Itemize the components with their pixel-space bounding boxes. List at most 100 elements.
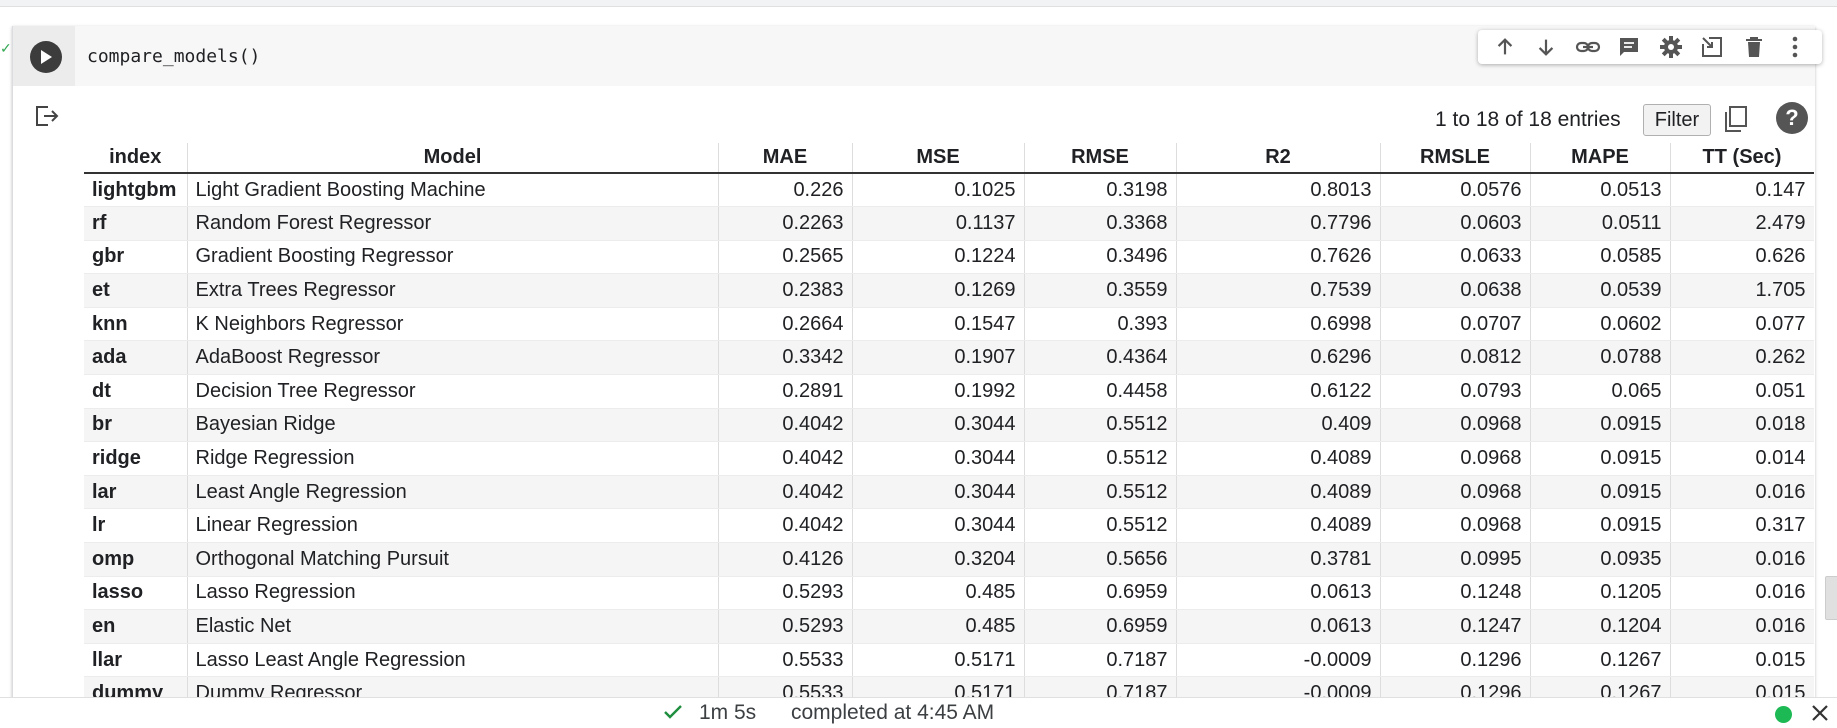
help-button[interactable]: ? bbox=[1776, 102, 1808, 134]
metric-cell: 0.1992 bbox=[852, 374, 1025, 409]
metric-cell: 0.0995 bbox=[1380, 542, 1531, 577]
metric-cell: 0.018 bbox=[1670, 408, 1814, 443]
row-index-cell: et bbox=[84, 273, 188, 308]
metric-cell: 0.0935 bbox=[1530, 542, 1671, 577]
table-row: rf Random Forest Regressor 0.2263 0.1137 0.3… bbox=[84, 206, 1814, 241]
metric-cell: 0.1224 bbox=[852, 240, 1025, 275]
gear-icon bbox=[1659, 36, 1682, 58]
copy-table-button[interactable] bbox=[1722, 105, 1748, 138]
metric-cell: 0.3044 bbox=[852, 475, 1025, 510]
table-body: lightgbm Light Gradient Boosting Machine 0… bbox=[84, 173, 1814, 697]
close-icon[interactable] bbox=[1810, 703, 1830, 723]
column-header[interactable]: index bbox=[84, 143, 188, 174]
metric-cell: 0.015 bbox=[1670, 643, 1814, 678]
metric-cell: 0.0585 bbox=[1530, 240, 1671, 275]
top-strip bbox=[0, 0, 1837, 7]
metric-cell: 2.479 bbox=[1670, 206, 1814, 241]
metric-cell: 0.4042 bbox=[718, 441, 853, 476]
metric-cell: 0.409 bbox=[1176, 408, 1381, 443]
table-row: lightgbm Light Gradient Boosting Machine 0… bbox=[84, 173, 1814, 208]
column-header[interactable]: Model bbox=[187, 143, 719, 174]
execution-duration: 1m 5s bbox=[699, 701, 757, 724]
mirror-cell-icon bbox=[1702, 37, 1723, 57]
model-name-cell: Elastic Net bbox=[187, 609, 719, 644]
metric-cell: 0.0915 bbox=[1530, 475, 1671, 510]
more-options-button[interactable] bbox=[1781, 33, 1809, 61]
scrollbar-thumb[interactable] bbox=[1825, 576, 1837, 620]
table-row: dummy Dummy Regressor 0.5533 0.5171 0.7187 -0… bbox=[84, 676, 1814, 697]
metric-cell: 0.5512 bbox=[1024, 508, 1177, 544]
entries-count: 1 to 18 of 18 entries bbox=[1435, 108, 1621, 131]
table-row: en Elastic Net 0.5293 0.485 0.6959 0.0613 0.12… bbox=[84, 609, 1814, 644]
metric-cell: 0.0915 bbox=[1530, 408, 1671, 443]
column-header[interactable]: RMSLE bbox=[1380, 143, 1531, 174]
metric-cell: 0.0793 bbox=[1380, 374, 1531, 409]
arrow-down-icon bbox=[1539, 39, 1554, 56]
row-index-cell: ada bbox=[84, 340, 188, 376]
move-down-button[interactable] bbox=[1532, 33, 1560, 61]
row-index-cell: lightgbm bbox=[84, 173, 188, 208]
metric-cell: 0.014 bbox=[1670, 441, 1814, 476]
filter-button[interactable]: Filter bbox=[1643, 104, 1711, 136]
metric-cell: 0.1267 bbox=[1530, 643, 1671, 678]
metric-cell: -0.0009 bbox=[1176, 676, 1381, 697]
row-index-cell: rf bbox=[84, 206, 188, 241]
metric-cell: 0.147 bbox=[1670, 173, 1814, 208]
link-icon bbox=[1575, 41, 1600, 53]
row-index-cell: en bbox=[84, 609, 188, 644]
metric-cell: 0.3044 bbox=[852, 508, 1025, 544]
metric-cell: 0.077 bbox=[1670, 307, 1814, 342]
metric-cell: 0.3559 bbox=[1024, 273, 1177, 308]
row-index-cell: dt bbox=[84, 374, 188, 409]
delete-cell-button[interactable] bbox=[1740, 33, 1768, 61]
move-up-button[interactable] bbox=[1491, 33, 1519, 61]
run-gutter bbox=[13, 26, 75, 86]
run-cell-button[interactable] bbox=[30, 41, 62, 73]
metric-cell: 0.6959 bbox=[1024, 609, 1177, 644]
column-header[interactable]: RMSE bbox=[1024, 143, 1177, 174]
output-actions-icon[interactable] bbox=[34, 104, 60, 133]
metric-cell: 0.4089 bbox=[1176, 475, 1381, 510]
comment-button[interactable] bbox=[1615, 33, 1643, 61]
metric-cell: 0.4089 bbox=[1176, 441, 1381, 476]
row-index-cell: br bbox=[84, 408, 188, 443]
column-header[interactable]: MSE bbox=[852, 143, 1025, 174]
link-button[interactable] bbox=[1574, 33, 1602, 61]
metric-cell: 0.3781 bbox=[1176, 542, 1381, 577]
code-editor[interactable]: compare_models() bbox=[87, 46, 261, 67]
metric-cell: 0.1205 bbox=[1530, 576, 1671, 611]
metric-cell: 0.1247 bbox=[1380, 609, 1531, 644]
metric-cell: 0.065 bbox=[1530, 374, 1671, 409]
metric-cell: 0.1137 bbox=[852, 206, 1025, 241]
metric-cell: 0.3204 bbox=[852, 542, 1025, 577]
metric-cell: 0.6959 bbox=[1024, 576, 1177, 611]
metric-cell: 0.1025 bbox=[852, 173, 1025, 208]
column-header[interactable]: R2 bbox=[1176, 143, 1381, 174]
status-dot-icon bbox=[1775, 706, 1792, 723]
column-header[interactable]: TT (Sec) bbox=[1670, 143, 1814, 174]
copy-icon bbox=[1725, 106, 1747, 132]
metric-cell: 0.2664 bbox=[718, 307, 853, 342]
metric-cell: 0.485 bbox=[852, 609, 1025, 644]
metric-cell: 0.5512 bbox=[1024, 441, 1177, 476]
column-header[interactable]: MAPE bbox=[1530, 143, 1671, 174]
metric-cell: 0.5512 bbox=[1024, 408, 1177, 443]
metric-cell: -0.0009 bbox=[1176, 643, 1381, 678]
metric-cell: 0.3044 bbox=[852, 408, 1025, 443]
metric-cell: 0.6122 bbox=[1176, 374, 1381, 409]
settings-button[interactable] bbox=[1657, 33, 1685, 61]
metric-cell: 0.2263 bbox=[718, 206, 853, 241]
metric-cell: 0.0511 bbox=[1530, 206, 1671, 241]
table-row: lr Linear Regression 0.4042 0.3044 0.5512 0.4… bbox=[84, 508, 1814, 544]
table-row: ada AdaBoost Regressor 0.3342 0.1907 0.4364 0… bbox=[84, 340, 1814, 376]
metric-cell: 0.5293 bbox=[718, 576, 853, 611]
metric-cell: 0.0602 bbox=[1530, 307, 1671, 342]
metric-cell: 0.0968 bbox=[1380, 408, 1531, 443]
metric-cell: 0.5656 bbox=[1024, 542, 1177, 577]
metric-cell: 0.0613 bbox=[1176, 576, 1381, 611]
column-header[interactable]: MAE bbox=[718, 143, 853, 174]
cell-toolbar bbox=[1478, 30, 1822, 64]
mirror-cell-button[interactable] bbox=[1698, 33, 1726, 61]
metric-cell: 0.4042 bbox=[718, 508, 853, 544]
metric-cell: 0.5171 bbox=[852, 643, 1025, 678]
